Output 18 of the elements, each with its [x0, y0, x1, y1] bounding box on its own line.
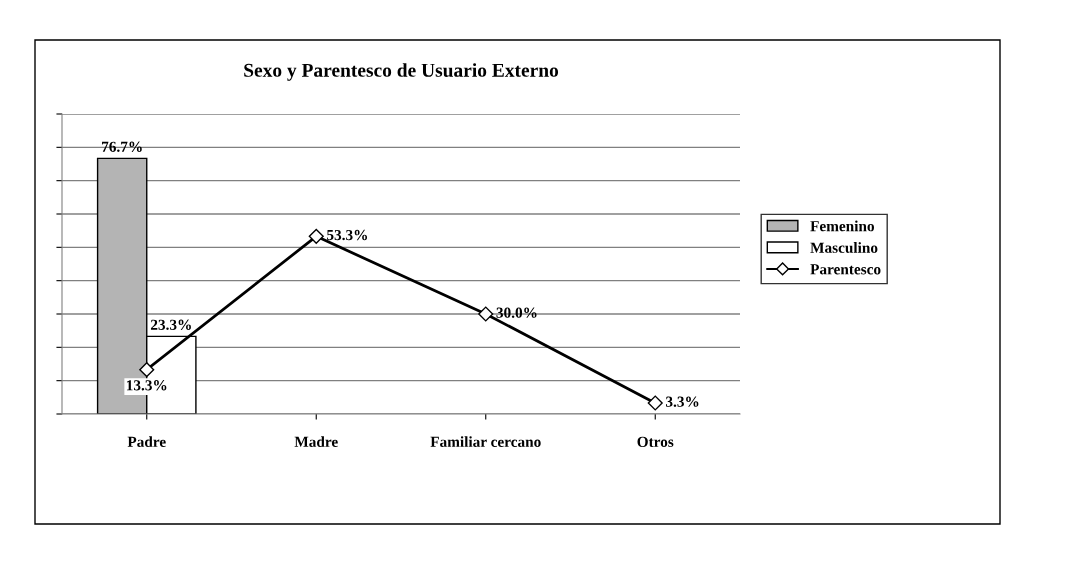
- point: [478, 306, 494, 322]
- point: [647, 395, 663, 411]
- point: [308, 228, 324, 244]
- x-tick-label: Familiar cercano: [430, 436, 541, 447]
- x-tick-label: Madre: [294, 436, 338, 447]
- x-tick-label: Otros: [637, 436, 674, 447]
- data-label: 3.3%: [666, 396, 699, 407]
- data-label: 76.7%: [102, 141, 142, 152]
- legend-label: Femenino: [810, 220, 874, 232]
- legend-label: Masculino: [810, 242, 878, 253]
- data-label: 53.3%: [327, 229, 367, 241]
- legend-label: Parentesco: [810, 264, 881, 275]
- data-label: 13.3%: [126, 380, 167, 391]
- data-label: 23.3%: [150, 319, 191, 330]
- chart-title: Sexo y Parentesco de Usuario Externo: [244, 63, 559, 81]
- point: [139, 362, 155, 378]
- data-label: 30.0%: [496, 307, 537, 318]
- x-tick-label: Padre: [127, 436, 166, 447]
